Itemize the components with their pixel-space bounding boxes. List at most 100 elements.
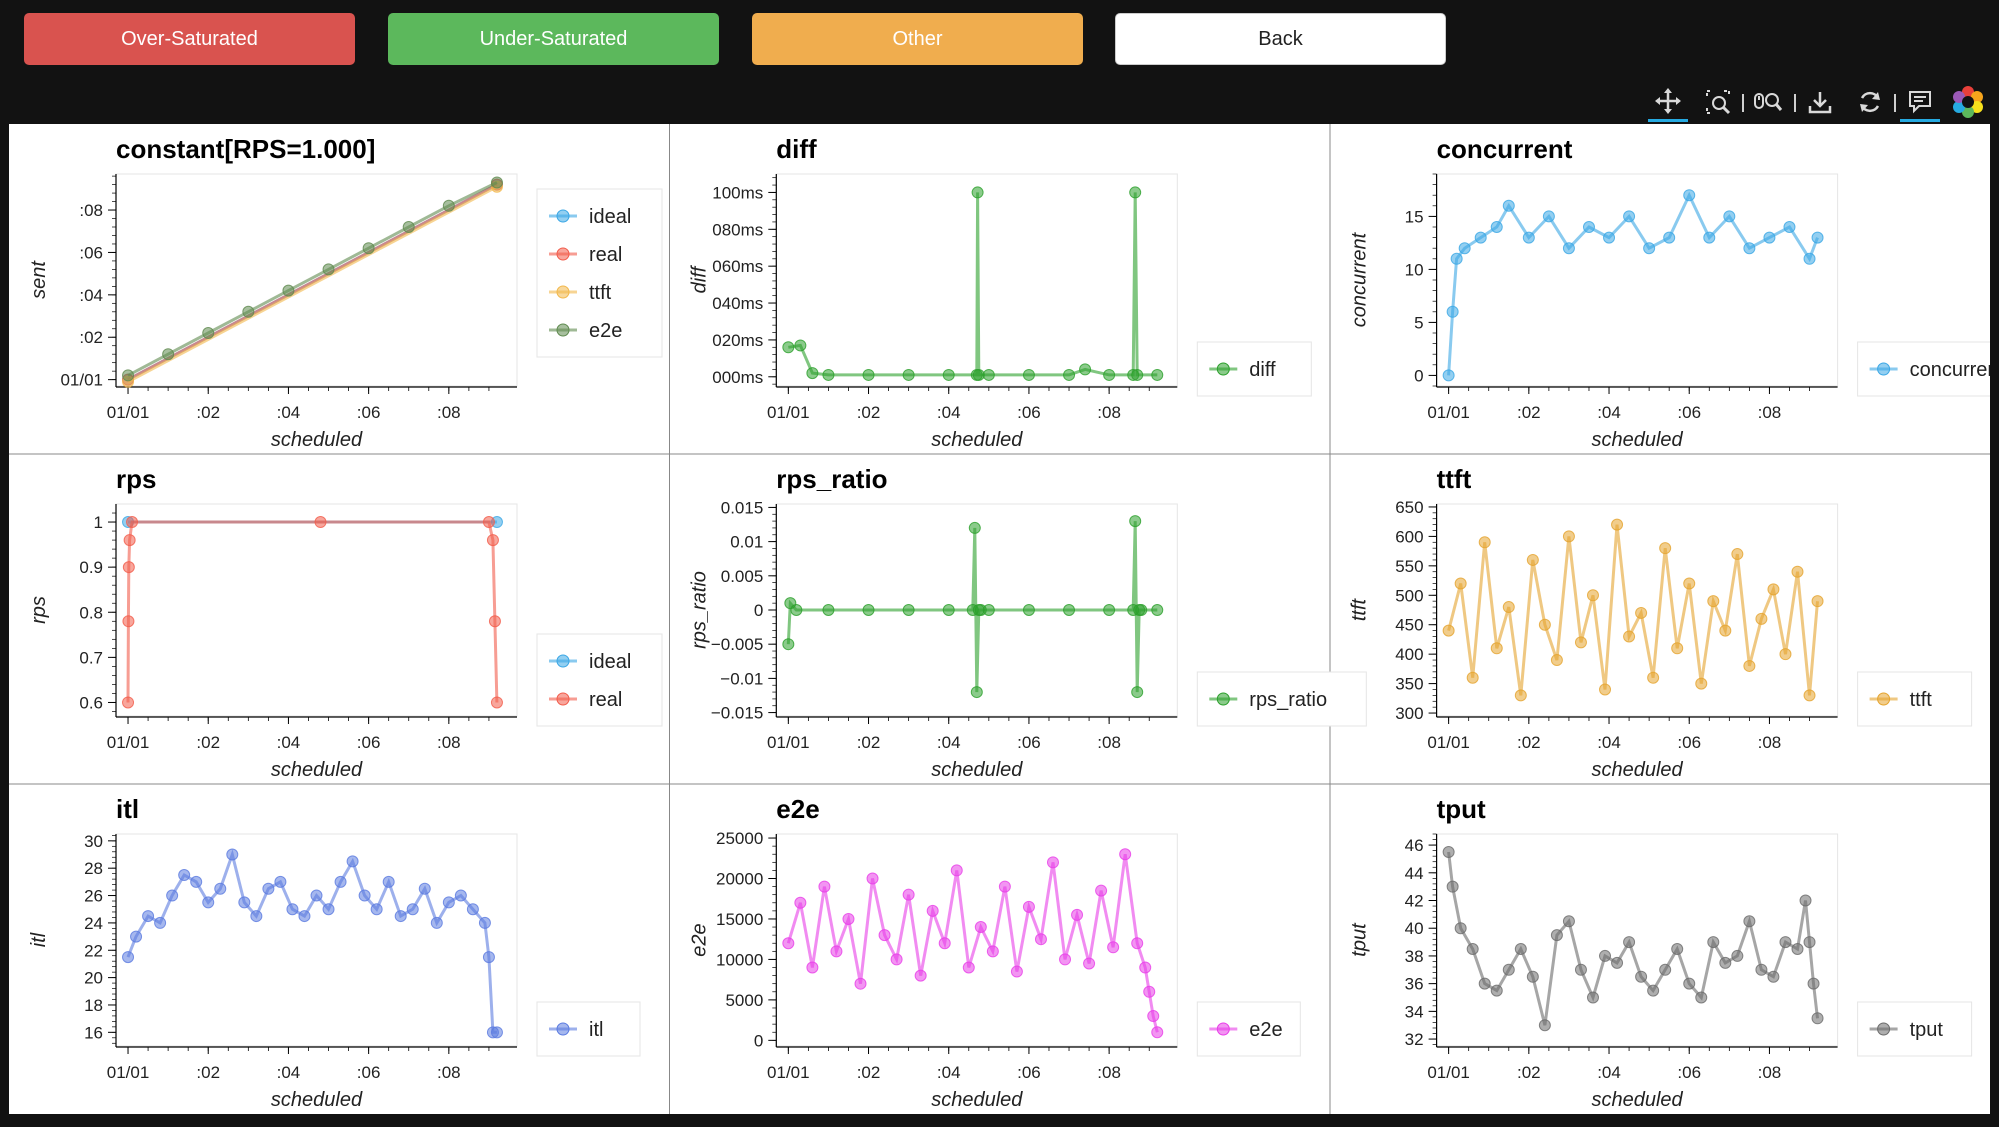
legend-label: rps_ratio xyxy=(1249,689,1327,711)
data-point xyxy=(1743,242,1756,255)
chart-panel-tput: tput 01/01:02:04:06:08 32 34 36 38 40 42 44 46 sch… xyxy=(1349,794,1973,1111)
x-tick-label: :04 xyxy=(1597,1063,1621,1082)
series-e2e xyxy=(782,848,1164,1039)
y-tick-label: 0.9 xyxy=(79,558,103,577)
legend-item-rps-ratio[interactable]: rps_ratio xyxy=(1209,689,1327,711)
bokeh-logo-icon[interactable] xyxy=(1948,82,1988,122)
legend-item-real[interactable]: real xyxy=(549,244,622,266)
data-point xyxy=(1803,689,1816,702)
data-point xyxy=(1582,221,1595,233)
under-saturated-button[interactable]: Under-Saturated xyxy=(388,13,719,65)
legend-item-itl[interactable]: itl xyxy=(549,1019,603,1041)
data-point xyxy=(1063,604,1076,616)
y-tick-label: 28 xyxy=(84,859,103,878)
data-point xyxy=(806,367,819,380)
x-tick-label: :02 xyxy=(857,1063,881,1082)
data-point xyxy=(1562,915,1575,928)
over-saturated-button[interactable]: Over-Saturated xyxy=(24,13,355,65)
x-tick-label: 01/01 xyxy=(107,733,150,752)
other-button[interactable]: Other xyxy=(752,13,1083,65)
data-point xyxy=(1458,242,1471,255)
x-tick-label: :08 xyxy=(437,403,461,422)
hover-icon[interactable] xyxy=(1900,82,1940,122)
legend-item-real[interactable]: real xyxy=(549,689,622,711)
data-point xyxy=(1779,648,1792,661)
data-point xyxy=(1659,963,1672,976)
legend-item-concurrent[interactable]: concurrent xyxy=(1869,359,1990,381)
legend-item-ttft[interactable]: ttft xyxy=(549,282,612,304)
series-line xyxy=(126,849,497,1034)
reset-icon[interactable] xyxy=(1850,82,1890,122)
data-point xyxy=(1755,963,1768,976)
data-point xyxy=(982,604,995,616)
data-point xyxy=(1731,548,1744,561)
legend-item-tput[interactable]: tput xyxy=(1869,1019,1944,1041)
y-tick-label: 15000 xyxy=(716,910,763,929)
data-point xyxy=(1603,231,1616,244)
data-point xyxy=(1550,929,1563,942)
data-point xyxy=(1079,363,1092,376)
y-tick-label: 100ms xyxy=(712,183,763,202)
x-tick-label: :06 xyxy=(1677,733,1701,752)
data-point xyxy=(1502,601,1515,614)
data-point xyxy=(394,910,407,923)
data-point xyxy=(1779,936,1792,949)
y-tick-label: 650 xyxy=(1395,498,1423,517)
x-axis-label: scheduled xyxy=(1592,759,1684,781)
data-point xyxy=(962,961,975,974)
data-point xyxy=(1450,252,1463,265)
series-concurrent xyxy=(1442,189,1824,382)
save-icon[interactable] xyxy=(1800,82,1840,122)
legend-item-ideal[interactable]: ideal xyxy=(549,206,631,228)
legend-item-ideal[interactable]: ideal xyxy=(549,651,631,673)
data-point xyxy=(1635,970,1648,983)
series-rps-ratio xyxy=(782,515,1164,699)
data-point xyxy=(1490,642,1503,655)
data-point xyxy=(1647,984,1660,997)
data-point xyxy=(370,903,383,916)
legend-swatch-marker xyxy=(556,285,570,299)
data-point xyxy=(794,339,807,352)
y-tick-label: 0.8 xyxy=(79,603,103,622)
wheel-zoom-icon[interactable] xyxy=(1748,82,1788,122)
back-button[interactable]: Back xyxy=(1115,13,1446,65)
legend-item-e2e[interactable]: e2e xyxy=(1209,1019,1283,1041)
data-point xyxy=(1490,221,1503,233)
legend-item-diff[interactable]: diff xyxy=(1209,359,1276,381)
legend-item-ttft[interactable]: ttft xyxy=(1869,689,1933,711)
data-point xyxy=(1151,604,1164,616)
data-point xyxy=(1586,589,1599,602)
data-point xyxy=(902,888,915,901)
box-zoom-icon[interactable] xyxy=(1698,82,1738,122)
x-tick-label: :02 xyxy=(857,733,881,752)
data-point xyxy=(1791,565,1804,578)
legend-label: tput xyxy=(1910,1019,1944,1041)
y-axis-label: e2e xyxy=(688,923,710,956)
x-tick-label: :08 xyxy=(1758,1063,1782,1082)
x-axis-label: scheduled xyxy=(931,759,1023,781)
chart-title: itl xyxy=(116,794,139,824)
plot-area xyxy=(1436,833,1839,1047)
data-point xyxy=(1446,880,1459,893)
data-point xyxy=(358,889,371,902)
x-tick-label: :04 xyxy=(937,1063,961,1082)
data-point xyxy=(1723,210,1736,223)
data-point xyxy=(1703,231,1716,244)
series-line xyxy=(127,185,498,384)
data-point xyxy=(122,369,135,382)
plot-area xyxy=(115,833,518,1047)
data-point xyxy=(178,869,191,882)
y-tick-label: 16 xyxy=(84,1023,103,1042)
data-point xyxy=(1034,933,1047,946)
x-tick-label: :04 xyxy=(937,733,961,752)
legend: tput xyxy=(1857,1001,1973,1057)
data-point xyxy=(1767,970,1780,983)
y-tick-label: 46 xyxy=(1405,836,1424,855)
legend-item-e2e[interactable]: e2e xyxy=(549,320,622,342)
data-point xyxy=(334,875,347,888)
pan-icon[interactable] xyxy=(1648,82,1688,122)
data-point xyxy=(202,896,215,909)
legend-label: real xyxy=(589,244,622,266)
data-point xyxy=(942,604,955,616)
data-point xyxy=(1683,977,1696,990)
